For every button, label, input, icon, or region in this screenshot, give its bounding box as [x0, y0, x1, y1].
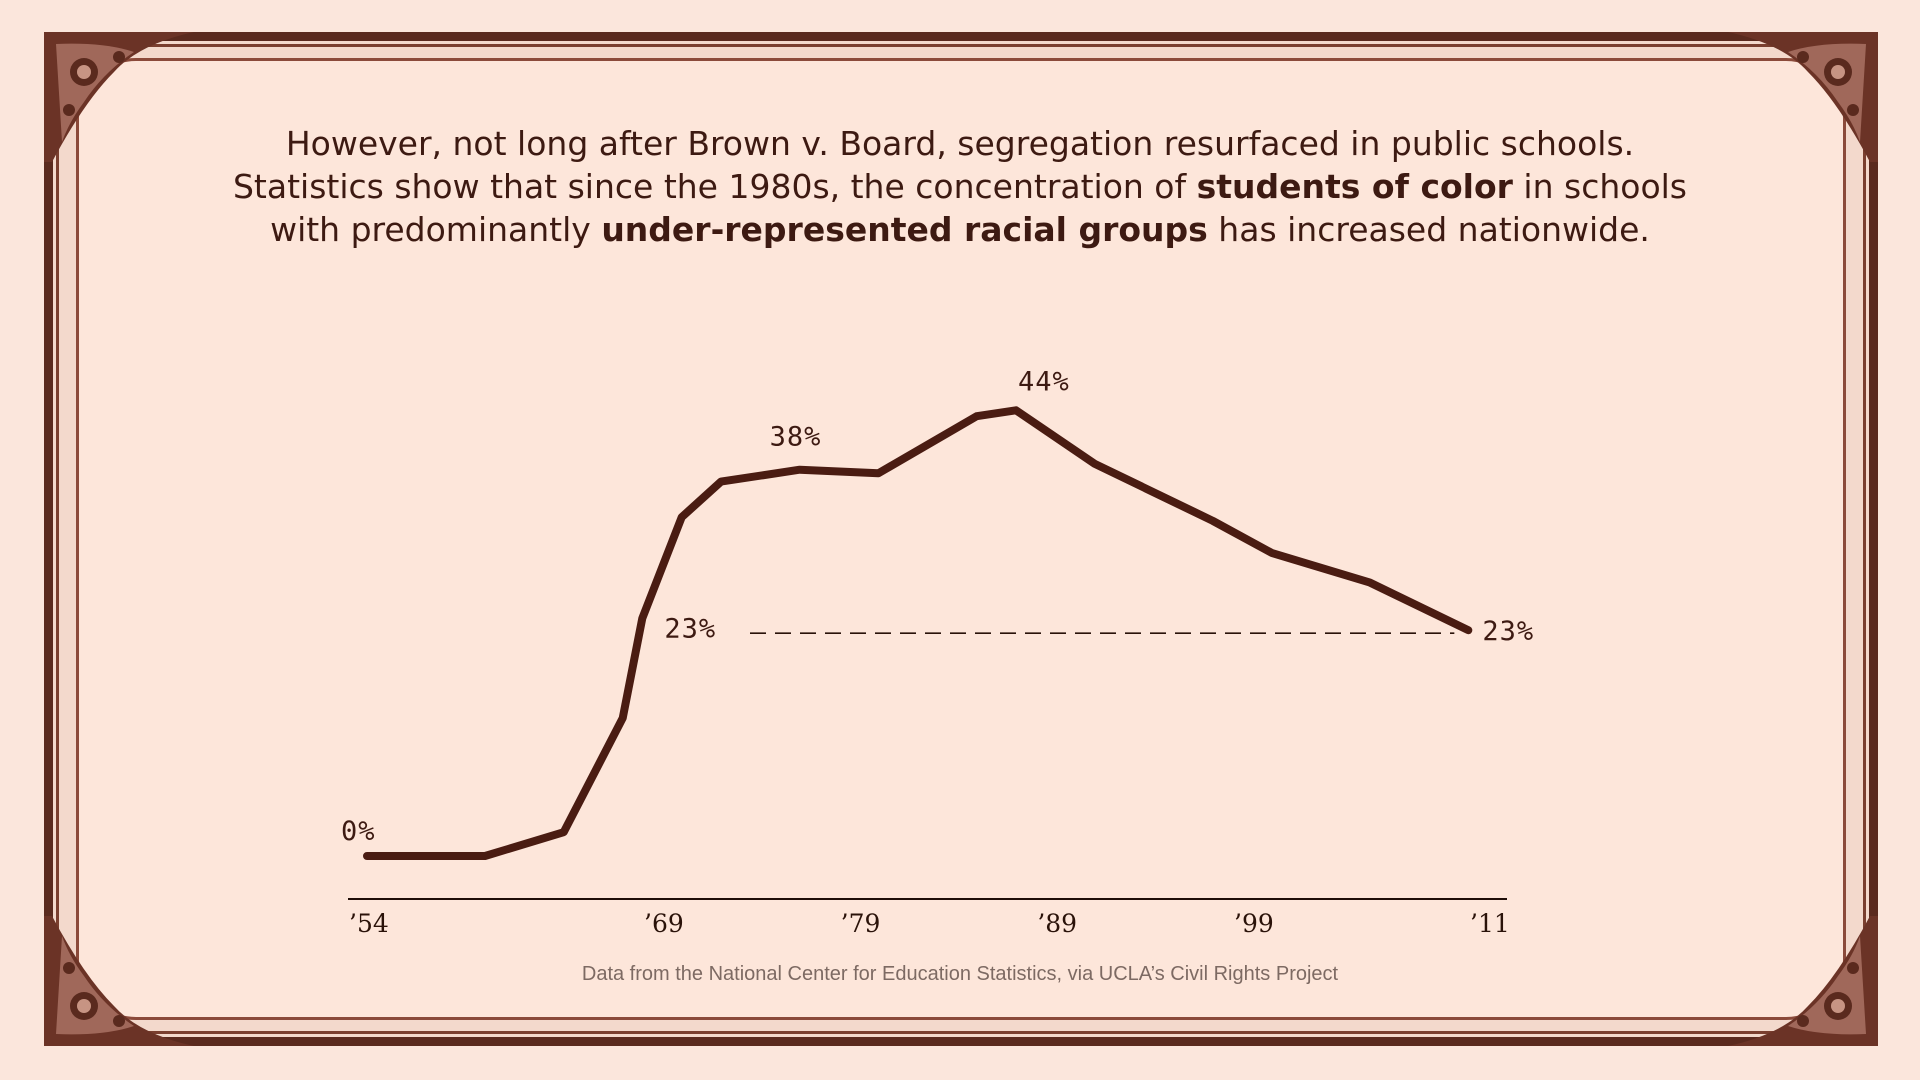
x-tick-label: ’89	[1037, 909, 1077, 938]
source-note: Data from the National Center for Educat…	[581, 963, 1339, 985]
headline-line-2: Statistics show that since the 1980s, th…	[200, 165, 1720, 208]
frame-corner-ornament	[1728, 916, 1878, 1046]
headline-line-1: However, not long after Brown v. Board, …	[200, 122, 1720, 165]
headline-line-1-text: However, not long after Brown v. Board, …	[285, 124, 1635, 163]
data-value-label: 23%	[664, 613, 716, 644]
frame-corner-ornament	[44, 32, 194, 162]
x-tick-label: ’69	[644, 909, 684, 938]
headline-line-3-post: has increased nationwide.	[1207, 210, 1650, 249]
headline-line-3: with predominantly under-represented rac…	[200, 208, 1720, 251]
data-value-label: 38%	[770, 422, 822, 453]
headline-emphasis-groups: under-represented racial groups	[601, 210, 1208, 249]
frame-inner-rule	[56, 44, 1866, 1034]
series-line	[363, 406, 1473, 860]
headline-emphasis-students: students of color	[1196, 167, 1513, 206]
x-tick-label: ’79	[841, 909, 881, 938]
x-tick-label: ’54	[349, 909, 389, 938]
headline-line-2-post: in schools	[1512, 167, 1687, 206]
headline-text: However, not long after Brown v. Board, …	[200, 122, 1720, 251]
data-value-label: 44%	[1018, 366, 1070, 397]
frame-corner-ornament	[1728, 32, 1878, 162]
headline-line-2-pre: Statistics show that since the 1980s, th…	[232, 167, 1197, 206]
data-value-label: 23%	[1482, 616, 1534, 647]
x-tick-label: ’11	[1470, 909, 1510, 938]
data-value-label: 0%	[341, 816, 376, 847]
x-tick-label: ’99	[1234, 909, 1274, 938]
frame-corner-ornament	[44, 916, 194, 1046]
headline-line-3-pre: with predominantly	[270, 210, 602, 249]
